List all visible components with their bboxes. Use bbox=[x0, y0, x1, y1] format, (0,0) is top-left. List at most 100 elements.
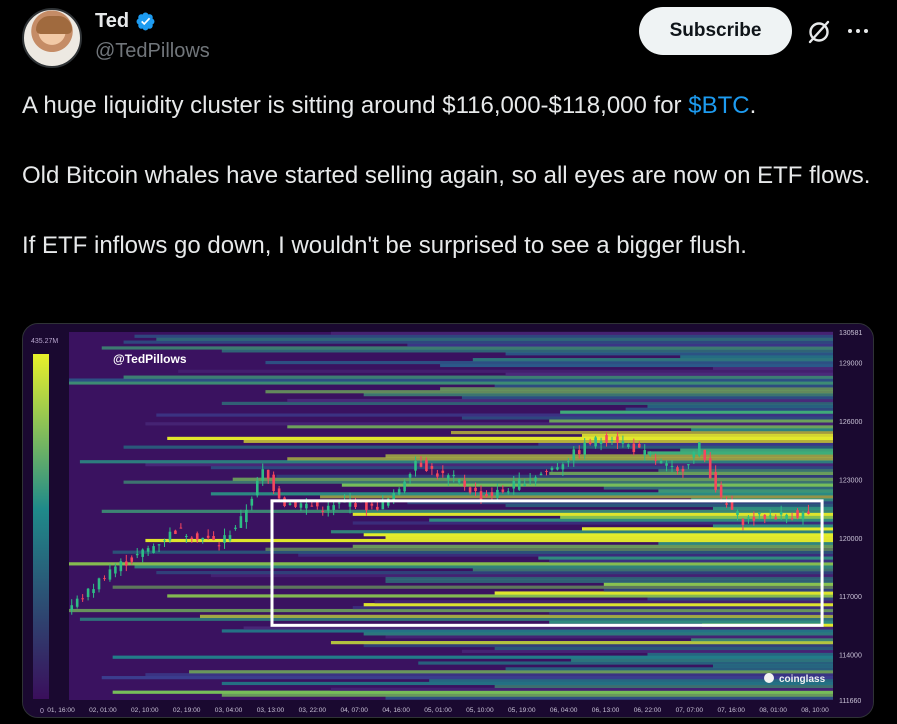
liquidity-band bbox=[330, 530, 833, 534]
candle-body bbox=[577, 450, 581, 454]
candle-body bbox=[605, 435, 608, 443]
liquidity-band bbox=[123, 480, 834, 484]
liquidity-band bbox=[363, 533, 833, 537]
liquidity-band bbox=[712, 664, 833, 668]
liquidity-band bbox=[363, 632, 833, 636]
candle-body bbox=[479, 491, 483, 501]
liquidity-band bbox=[680, 448, 833, 452]
candle-body bbox=[294, 501, 297, 507]
cashtag-link[interactable]: $BTC bbox=[688, 92, 750, 119]
liquidity-band bbox=[581, 433, 833, 438]
liquidity-band bbox=[265, 390, 833, 394]
candle-body bbox=[157, 544, 161, 546]
candle-body bbox=[103, 578, 106, 580]
candle-body bbox=[556, 467, 559, 470]
candle-body bbox=[507, 491, 510, 493]
x-tick-label: 02, 10:00 bbox=[131, 707, 159, 714]
liquidity-band bbox=[472, 358, 833, 362]
candle-body bbox=[190, 537, 194, 540]
liquidity-band bbox=[494, 384, 833, 388]
candle-body bbox=[86, 588, 90, 598]
candle-body bbox=[272, 474, 275, 491]
chart-brand: coinglass bbox=[779, 674, 826, 685]
liquidity-band bbox=[156, 337, 834, 341]
candle-body bbox=[310, 505, 314, 507]
liquidity-band bbox=[658, 489, 833, 493]
candle-body bbox=[234, 527, 237, 530]
candle-body bbox=[594, 437, 597, 447]
subscribe-button[interactable]: Subscribe bbox=[639, 7, 792, 55]
candle-body bbox=[141, 549, 144, 557]
liquidity-band bbox=[647, 451, 833, 455]
liquidity-band bbox=[167, 436, 833, 441]
candle-body bbox=[807, 511, 810, 514]
more-icon[interactable] bbox=[846, 26, 870, 36]
candle-body bbox=[763, 515, 767, 520]
liquidity-band bbox=[265, 547, 833, 551]
candle-body bbox=[643, 450, 647, 456]
liquidity-band bbox=[712, 366, 833, 370]
candle-body bbox=[512, 480, 516, 489]
candle-body bbox=[130, 557, 134, 562]
grok-icon[interactable] bbox=[806, 19, 832, 45]
tweet-media-chart[interactable]: 435.27M 0 130581 129000 126000 123000 120000 11… bbox=[22, 323, 874, 718]
candle-body bbox=[779, 511, 783, 515]
avatar[interactable] bbox=[22, 8, 82, 68]
candle-body bbox=[81, 598, 84, 600]
liquidity-band bbox=[549, 559, 833, 563]
candle-body bbox=[255, 480, 259, 496]
colorbar bbox=[33, 354, 49, 699]
liquidity-band bbox=[494, 646, 833, 651]
candle-body bbox=[676, 467, 679, 472]
candle-body bbox=[403, 481, 406, 492]
liquidity-band bbox=[647, 652, 833, 656]
x-tick-label: 01, 16:00 bbox=[47, 707, 75, 714]
liquidity-band bbox=[461, 649, 833, 653]
liquidity-band bbox=[320, 495, 833, 499]
candle-body bbox=[452, 474, 456, 477]
candle-body bbox=[588, 442, 592, 444]
candle-body bbox=[425, 460, 428, 471]
author-name[interactable]: Ted bbox=[95, 10, 130, 32]
candle-body bbox=[468, 487, 472, 493]
candle-body bbox=[370, 503, 374, 506]
liquidity-band bbox=[221, 681, 834, 686]
candle-body bbox=[610, 440, 614, 442]
candle-body bbox=[206, 535, 210, 538]
liquidity-band bbox=[287, 398, 833, 403]
liquidity-band bbox=[549, 419, 833, 423]
liquidity-band bbox=[352, 512, 833, 516]
y-tick-label: 129000 bbox=[839, 361, 862, 368]
candle-body bbox=[714, 471, 717, 491]
liquidity-band bbox=[374, 600, 833, 604]
candle-body bbox=[261, 469, 265, 481]
candle-body bbox=[583, 442, 586, 455]
author-handle[interactable]: @TedPillows bbox=[95, 40, 210, 62]
liquidity-band bbox=[538, 556, 833, 560]
candle-body bbox=[572, 449, 576, 461]
candle-body bbox=[496, 489, 499, 498]
liquidity-band bbox=[112, 655, 833, 659]
candle-body bbox=[337, 502, 341, 504]
candle-body bbox=[501, 489, 505, 492]
liquidity-band bbox=[243, 626, 834, 630]
verified-badge-icon bbox=[136, 12, 155, 31]
candle-body bbox=[75, 598, 79, 607]
liquidity-band bbox=[210, 573, 833, 578]
candle-body bbox=[250, 498, 254, 506]
candle-body bbox=[796, 510, 799, 518]
x-tick-label: 05, 01:00 bbox=[424, 707, 452, 714]
liquidity-band bbox=[407, 500, 833, 505]
candle-body bbox=[212, 536, 215, 541]
liquidity-band bbox=[461, 416, 833, 420]
candle-body bbox=[92, 589, 95, 594]
liquidity-band bbox=[112, 550, 833, 554]
liquidity-band bbox=[330, 331, 833, 335]
liquidity-band bbox=[429, 678, 833, 683]
candle-body bbox=[114, 566, 117, 574]
liquidity-band bbox=[167, 594, 833, 598]
candle-body bbox=[637, 443, 641, 448]
liquidity-band bbox=[385, 579, 833, 583]
candle-body bbox=[152, 546, 155, 553]
candle-body bbox=[223, 535, 226, 543]
